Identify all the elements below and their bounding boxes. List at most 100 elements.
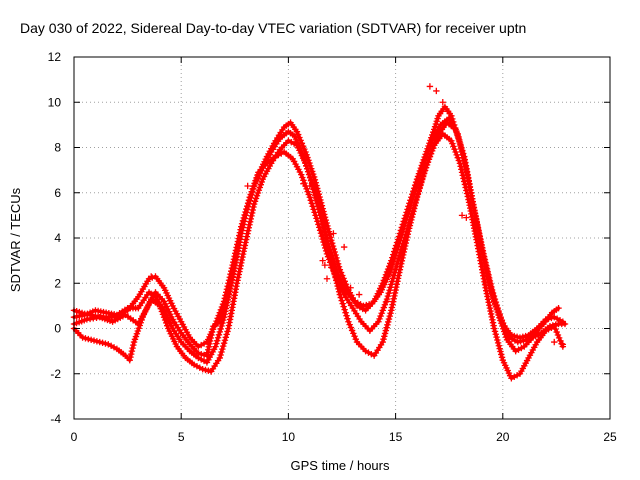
data-point-marker xyxy=(401,222,408,230)
data-point-marker xyxy=(498,354,506,361)
grid-lines xyxy=(74,57,610,419)
data-point-marker xyxy=(217,351,224,359)
data-point-marker xyxy=(421,157,428,164)
data-point-marker xyxy=(243,233,251,240)
data-point-marker xyxy=(483,265,491,273)
data-point-marker xyxy=(332,264,340,272)
data-point-marker xyxy=(129,344,136,352)
data-point-marker xyxy=(395,240,402,248)
data-point-marker xyxy=(385,315,393,323)
data-point-marker xyxy=(213,340,220,347)
data-point-marker xyxy=(463,214,470,221)
data-point-marker xyxy=(244,203,252,210)
data-point-marker xyxy=(439,99,446,106)
data-point-marker xyxy=(294,138,301,146)
data-point-marker xyxy=(423,151,430,159)
data-point-marker xyxy=(313,197,320,205)
data-point-marker xyxy=(397,234,404,242)
data-point-marker xyxy=(420,160,427,167)
data-point-marker xyxy=(347,284,354,291)
data-point-marker xyxy=(344,315,351,322)
data-point-marker xyxy=(394,260,401,267)
data-point-marker xyxy=(306,182,314,190)
data-point-marker xyxy=(377,312,384,320)
data-point-marker xyxy=(453,151,460,159)
data-point-marker xyxy=(318,217,326,225)
data-point-marker xyxy=(293,128,301,135)
data-point-marker xyxy=(398,245,405,253)
data-point-marker xyxy=(386,287,393,294)
data-point-marker xyxy=(481,253,488,261)
data-point-marker xyxy=(502,325,509,333)
data-point-marker xyxy=(457,163,464,170)
data-point-marker xyxy=(325,243,333,251)
data-point-marker xyxy=(546,323,554,330)
data-point-marker xyxy=(222,300,229,307)
x-tick-label: 5 xyxy=(178,430,185,444)
data-point-marker xyxy=(492,331,499,338)
data-point-marker xyxy=(240,221,247,228)
data-point-marker xyxy=(319,220,327,228)
data-point-marker xyxy=(82,335,89,342)
data-point-marker xyxy=(493,301,501,309)
data-point-marker xyxy=(381,301,389,308)
data-point-marker xyxy=(234,245,241,252)
data-point-marker xyxy=(212,343,219,350)
data-point-marker xyxy=(352,335,359,343)
data-point-marker xyxy=(458,145,465,153)
data-point-marker xyxy=(311,189,318,196)
data-point-marker xyxy=(376,315,383,323)
data-point-marker xyxy=(487,280,494,288)
data-point-marker xyxy=(451,145,458,153)
data-point-marker xyxy=(382,327,390,334)
data-point-marker xyxy=(304,165,311,172)
data-point-marker xyxy=(217,325,224,333)
data-point-marker xyxy=(381,333,388,340)
data-point-marker xyxy=(87,336,95,344)
data-point-marker xyxy=(340,303,347,310)
data-point-marker xyxy=(454,154,461,161)
data-point-marker xyxy=(319,235,326,243)
data-point-marker xyxy=(222,334,229,341)
y-tick-label: 10 xyxy=(48,95,62,109)
data-point-marker xyxy=(309,203,316,210)
data-point-marker xyxy=(240,218,248,225)
data-point-marker xyxy=(422,154,429,161)
data-point-marker xyxy=(494,304,501,312)
data-point-marker xyxy=(394,243,401,251)
data-point-marker xyxy=(93,338,101,345)
data-point-marker xyxy=(306,174,314,181)
data-point-marker xyxy=(394,257,402,265)
data-point-marker xyxy=(355,291,363,298)
y-tick-label: 0 xyxy=(54,322,61,336)
data-point-marker xyxy=(495,342,503,349)
data-point-marker xyxy=(494,336,501,344)
data-point-marker xyxy=(555,304,562,312)
data-point-marker xyxy=(128,347,136,355)
data-point-marker xyxy=(450,143,457,150)
data-point-marker xyxy=(494,339,502,347)
data-point-marker xyxy=(433,87,440,95)
data-point-marker xyxy=(409,193,417,200)
data-point-marker xyxy=(218,322,225,330)
data-point-marker xyxy=(223,331,230,338)
data-point-marker xyxy=(378,310,385,317)
data-point-marker xyxy=(340,243,348,251)
series-band xyxy=(72,132,565,381)
data-point-marker xyxy=(96,338,103,346)
series-band xyxy=(72,116,561,358)
data-point-marker xyxy=(299,143,307,150)
data-point-marker xyxy=(498,316,506,324)
data-point-marker xyxy=(312,194,320,202)
data-point-marker xyxy=(392,249,400,257)
data-point-marker xyxy=(130,341,137,349)
data-point-marker xyxy=(220,340,228,347)
data-point-marker xyxy=(393,246,400,254)
data-point-marker xyxy=(323,275,331,282)
data-point-marker xyxy=(393,263,400,270)
data-point-marker xyxy=(296,144,303,152)
data-point-marker xyxy=(195,350,202,357)
data-point-marker xyxy=(485,271,492,279)
data-point-marker xyxy=(398,231,405,239)
data-point-marker xyxy=(424,148,431,156)
